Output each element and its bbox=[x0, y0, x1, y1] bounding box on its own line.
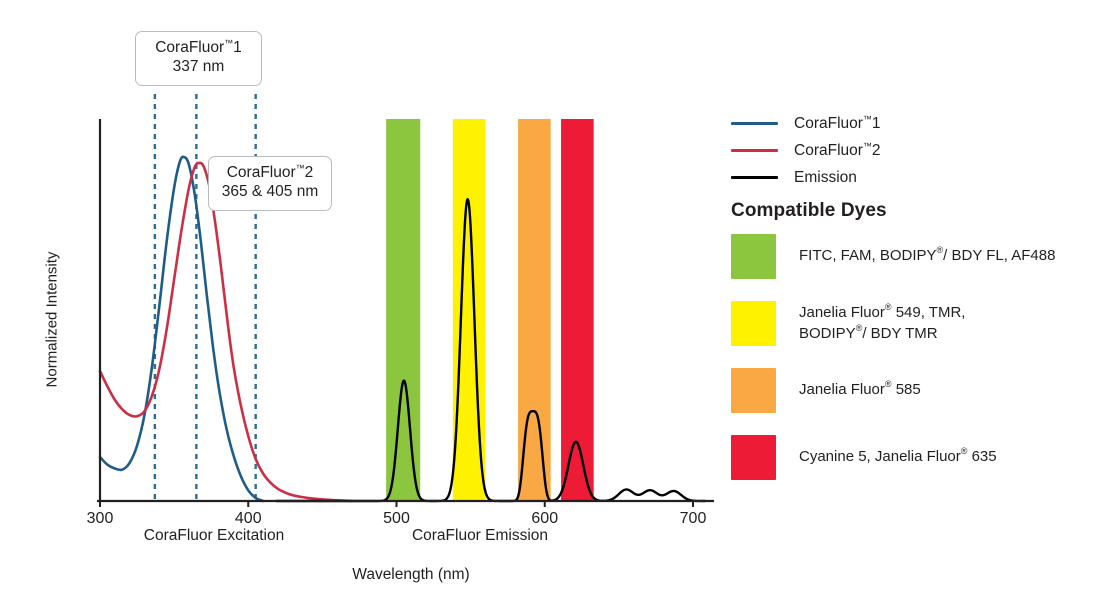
dye-label: Janelia Fluor® 549, TMR, BODIPY®/ BDY TMR bbox=[799, 301, 966, 345]
x-tick-label-400: 400 bbox=[234, 510, 262, 527]
legend-line-swatch bbox=[731, 149, 778, 152]
axis-section-emission: CoraFluor Emission bbox=[411, 527, 549, 544]
legend-item-label: CoraFluor™1 bbox=[794, 113, 881, 132]
dye-label: FITC, FAM, BODIPY®/ BDY FL, AF488 bbox=[799, 246, 1055, 267]
callout-cf2-line2: 365 & 405 nm bbox=[221, 182, 319, 200]
trademark-icon: ™ bbox=[862, 113, 872, 124]
legend-label-base: CoraFluor bbox=[794, 114, 863, 132]
dye-label-text-cont: / BDY TMR bbox=[862, 324, 938, 342]
callout-cf1-line2: 337 nm bbox=[172, 57, 225, 75]
x-tick-label-300: 300 bbox=[86, 510, 114, 527]
registered-icon: ® bbox=[960, 446, 968, 457]
dye-label-line: Cyanine 5, Janelia Fluor® 635 bbox=[799, 447, 997, 468]
dye-label-text-cont: 635 bbox=[967, 448, 997, 466]
registered-icon: ® bbox=[936, 245, 944, 256]
callout-corafluor-1: CoraFluor™1 337 nm bbox=[135, 31, 262, 86]
dye-label-text: Janelia Fluor bbox=[799, 303, 885, 321]
compatible-dyes-title: Compatible Dyes bbox=[731, 200, 887, 221]
x-tick-label-700: 700 bbox=[679, 510, 707, 527]
dye-label-text: Janelia Fluor bbox=[799, 381, 885, 399]
dye-label-text-cont: / BDY FL, AF488 bbox=[943, 247, 1056, 265]
axis-section-excitation: CoraFluor Excitation bbox=[143, 527, 285, 544]
callout-cf1-line1: CoraFluor™1 bbox=[155, 38, 242, 57]
dye-label-text-cont: 549, TMR, bbox=[891, 303, 966, 321]
dye-row-2: Janelia Fluor® 549, TMR, BODIPY®/ BDY TMR bbox=[731, 301, 1106, 346]
dye-label-line: BODIPY®/ BDY TMR bbox=[799, 322, 965, 345]
dye-color-swatch bbox=[731, 301, 776, 346]
registered-icon: ® bbox=[884, 301, 892, 312]
legend-item-label: CoraFluor™2 bbox=[794, 140, 881, 159]
dye-label-text: Cyanine 5, Janelia Fluor bbox=[799, 448, 961, 466]
callout-corafluor-2: CoraFluor™2 365 & 405 nm bbox=[208, 156, 332, 211]
series-legend: CoraFluor™1 CoraFluor™2 Emission bbox=[731, 110, 1101, 191]
curve-corafluor-1 bbox=[98, 155, 265, 503]
dye-color-swatch bbox=[731, 234, 776, 279]
dye-label-line: FITC, FAM, BODIPY®/ BDY FL, AF488 bbox=[799, 246, 1055, 267]
legend-item-2: CoraFluor™2 bbox=[731, 137, 1101, 164]
plot-area bbox=[97, 94, 714, 507]
curve-corafluor-2 bbox=[98, 161, 354, 503]
trademark-icon: ™ bbox=[862, 140, 872, 151]
dye-label-text: BODIPY bbox=[799, 324, 856, 342]
legend-label-suffix: 2 bbox=[871, 141, 881, 159]
dye-row-4: Cyanine 5, Janelia Fluor® 635 bbox=[731, 435, 1106, 480]
legend-item-label: Emission bbox=[794, 169, 857, 186]
dye-label-text-cont: 585 bbox=[891, 381, 921, 399]
emission-band-0 bbox=[386, 119, 421, 501]
legend-line-swatch bbox=[731, 176, 778, 179]
dye-label-line: Janelia Fluor® 585 bbox=[799, 380, 921, 401]
dye-label: Cyanine 5, Janelia Fluor® 635 bbox=[799, 447, 997, 468]
dye-label-text: FITC, FAM, BODIPY bbox=[799, 247, 937, 265]
emission-band-3 bbox=[561, 119, 594, 501]
dye-row-3: Janelia Fluor® 585 bbox=[731, 368, 1106, 413]
spectra-plot-svg bbox=[97, 94, 714, 507]
dye-color-swatch bbox=[731, 435, 776, 480]
x-tick-label-600: 600 bbox=[531, 510, 559, 527]
legend-label-base: Emission bbox=[794, 168, 857, 186]
callout-cf2-line1: CoraFluor™2 bbox=[226, 163, 314, 182]
legend-label-base: CoraFluor bbox=[794, 141, 863, 159]
x-axis-title: Wavelength (nm) bbox=[352, 566, 470, 583]
registered-icon: ® bbox=[855, 322, 863, 333]
dye-row-1: FITC, FAM, BODIPY®/ BDY FL, AF488 bbox=[731, 234, 1106, 279]
curve-emission bbox=[275, 198, 707, 503]
y-axis-label: Normalized Intensity bbox=[43, 251, 61, 388]
dye-label: Janelia Fluor® 585 bbox=[799, 380, 921, 401]
dye-color-swatch bbox=[731, 368, 776, 413]
compatible-dyes-list: FITC, FAM, BODIPY®/ BDY FL, AF488 Janelia… bbox=[731, 234, 1106, 502]
legend-item-3: Emission bbox=[731, 164, 1101, 191]
emission-band-2 bbox=[518, 119, 551, 501]
registered-icon: ® bbox=[884, 379, 892, 390]
legend-line-swatch bbox=[731, 122, 778, 125]
x-tick-label-500: 500 bbox=[383, 510, 410, 527]
legend-item-1: CoraFluor™1 bbox=[731, 110, 1101, 137]
legend-label-suffix: 1 bbox=[871, 114, 881, 132]
dye-label-line: Janelia Fluor® 549, TMR, bbox=[799, 301, 966, 324]
